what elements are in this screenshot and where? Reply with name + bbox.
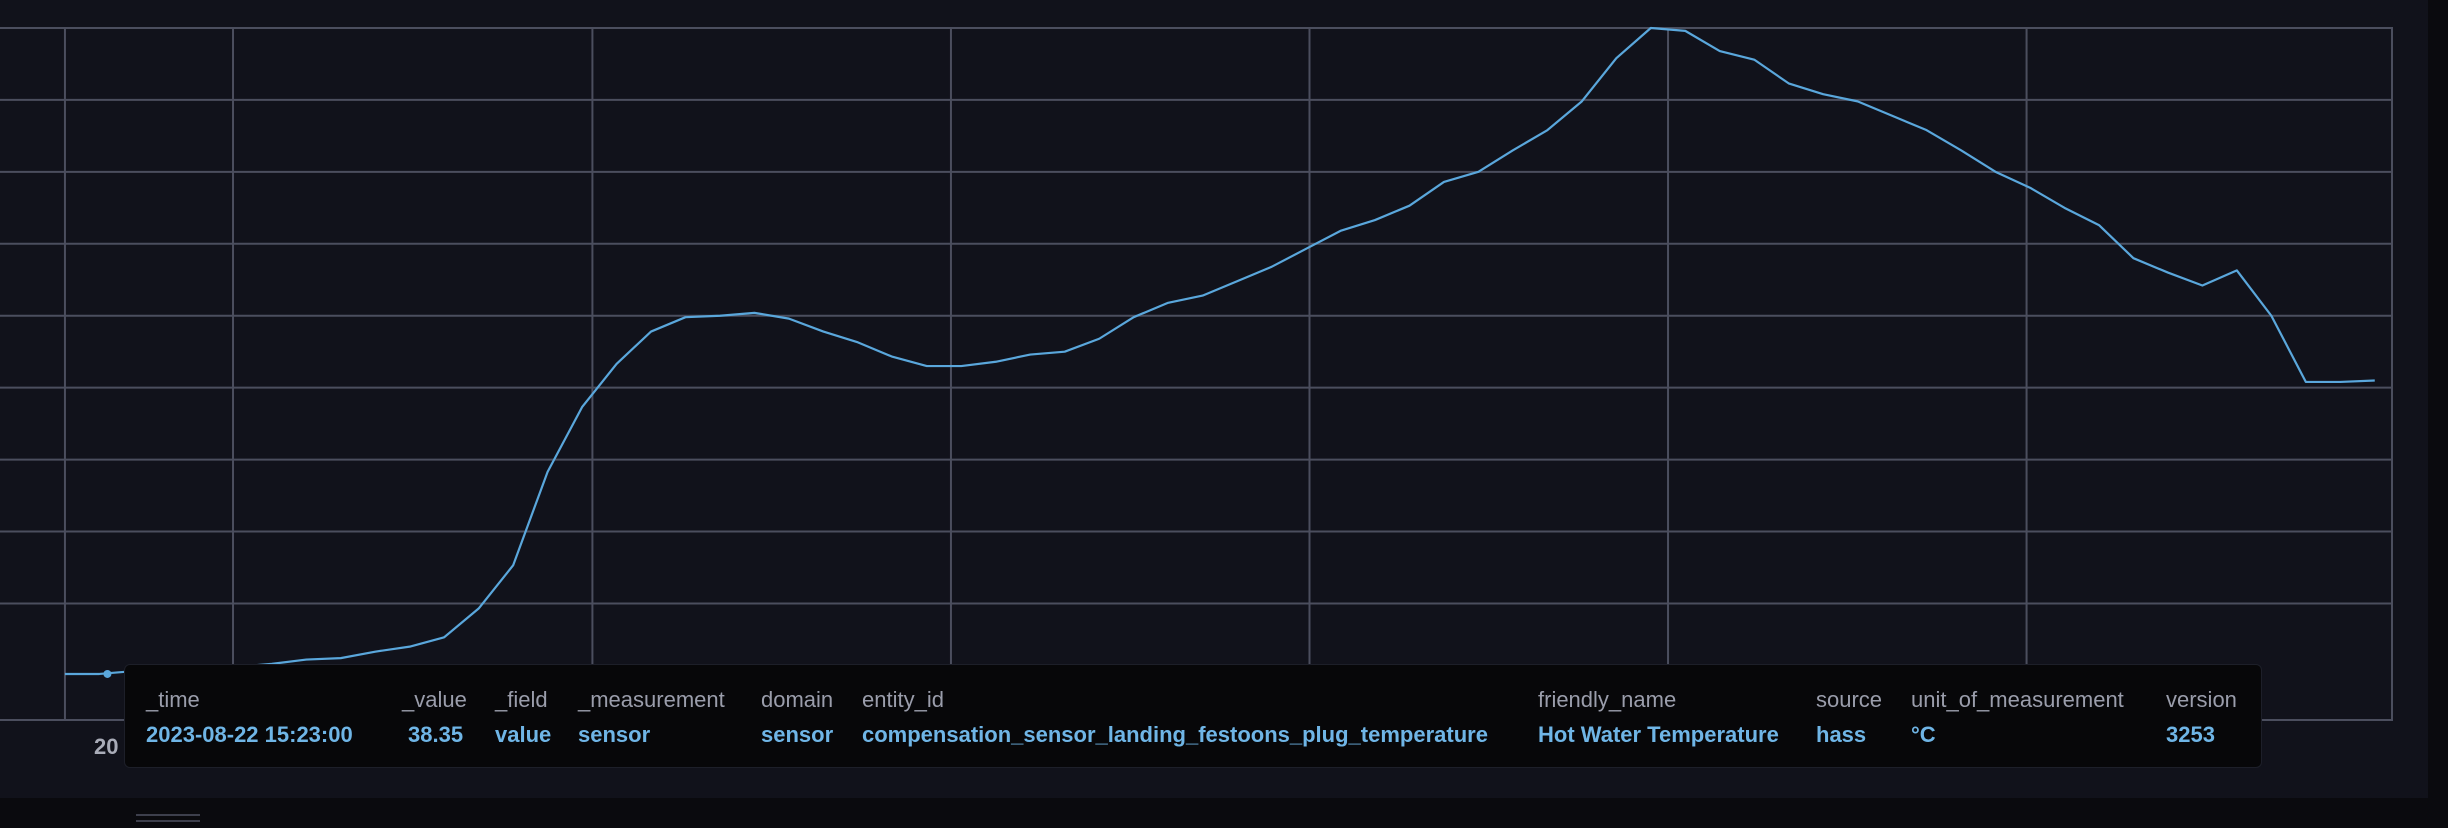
tooltip-value-friendly-name: Hot Water Temperature <box>1538 722 1779 747</box>
tooltip-value-source: hass <box>1816 722 1867 747</box>
scrollbar-track[interactable] <box>2428 0 2448 798</box>
tooltip-value-value: 38.35 <box>408 722 464 747</box>
hover-tooltip: _time 2023-08-22 15:23:00 _value 38.35 _… <box>124 664 2262 768</box>
grid <box>0 27 2393 720</box>
hover-point <box>103 669 112 678</box>
tooltip-value-version: 3253 <box>2166 722 2215 747</box>
tooltip-header-unit: unit_of_measurement <box>1911 687 2124 712</box>
tooltip-header-friendly-name: friendly_name <box>1538 687 1677 712</box>
tooltip-header-domain: domain <box>761 687 834 712</box>
tooltip-header-time: _time <box>146 687 200 712</box>
tooltip-header-version: version <box>2166 687 2237 712</box>
tooltip-value-unit: °C <box>1911 722 1936 747</box>
resize-handle-bar <box>136 814 200 816</box>
tooltip-value-domain: sensor <box>761 722 834 747</box>
plot-frame <box>0 27 2393 721</box>
tooltip-header-measurement: _measurement <box>578 687 725 712</box>
line-chart[interactable] <box>0 0 2428 798</box>
x-tick-label: 20 <box>94 734 119 759</box>
tooltip-header-field: _field <box>495 687 548 712</box>
resize-handle-bar <box>136 820 200 822</box>
tooltip-header-entity-id: entity_id <box>862 687 944 712</box>
tooltip-value-time: 2023-08-22 15:23:00 <box>146 722 353 747</box>
tooltip-value-entity-id: compensation_sensor_landing_festoons_plu… <box>862 722 1488 747</box>
tooltip-header-value: _value <box>402 687 467 712</box>
tooltip-value-field: value <box>495 722 552 747</box>
tooltip-value-measurement: sensor <box>578 722 651 747</box>
tooltip-header-source: source <box>1816 687 1883 712</box>
series-line[interactable] <box>64 26 2375 676</box>
resize-handle[interactable] <box>136 814 200 824</box>
